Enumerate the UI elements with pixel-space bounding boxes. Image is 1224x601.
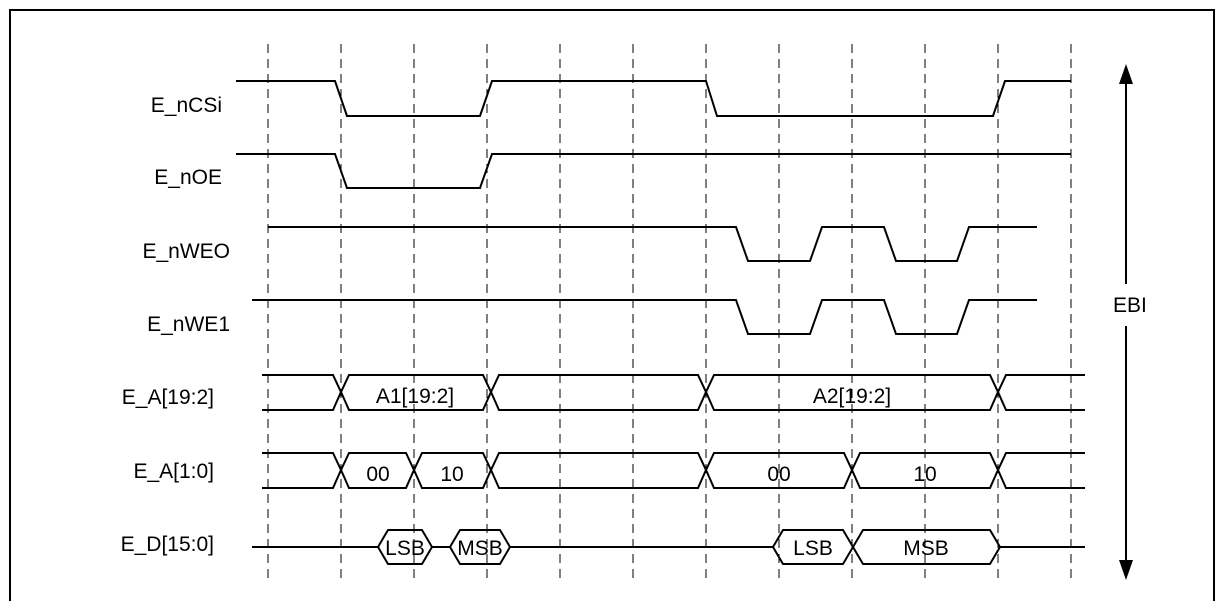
- signal-label-a-low: E_A[1:0]: [133, 460, 214, 483]
- bus-a-low-top: [262, 452, 1085, 473]
- bus-a-low-bottom: [262, 467, 1085, 489]
- signal-label-a-high: E_A[19:2]: [122, 386, 214, 409]
- bus-data: LSB MSB LSB MSB: [252, 529, 1085, 565]
- signal-labels: E_nCSi E_nOE E_nWEO E_nWE1 E_A[19:2] E_A…: [121, 94, 230, 556]
- signal-label-noe: E_nOE: [154, 166, 222, 189]
- waveform-nwe0: [268, 226, 1037, 262]
- signal-label-nwe0: E_nWEO: [142, 240, 230, 263]
- bus-a-high: A1[19:2] A2[19:2]: [262, 374, 1085, 411]
- bus-a-high-top: [262, 374, 1085, 395]
- ebi-label: EBI: [1113, 294, 1147, 317]
- bus-value-data: MSB: [903, 537, 949, 560]
- waveform-ncsi: [236, 80, 1071, 117]
- bus-value-addr-low: 10: [913, 463, 936, 486]
- bus-value-addr-low: 10: [440, 463, 463, 486]
- bus-a-low: 00 10 00 10: [262, 452, 1085, 489]
- waveform-noe: [236, 153, 1071, 189]
- bus-value-a1: A1[19:2]: [376, 385, 454, 408]
- ebi-span-arrow: EBI: [1113, 64, 1147, 580]
- bus-value-data: LSB: [793, 537, 833, 560]
- waveform-nwe1: [252, 299, 1037, 335]
- timing-gridlines: [267, 44, 1072, 580]
- bus-value-data: LSB: [385, 537, 425, 560]
- bus-value-addr-low: 00: [366, 463, 389, 486]
- arrow-down-icon: [1119, 560, 1133, 580]
- bus-value-a2: A2[19:2]: [813, 385, 891, 408]
- bus-value-data: MSB: [457, 537, 503, 560]
- bus-value-addr-low: 00: [767, 463, 790, 486]
- signal-label-data: E_D[15:0]: [121, 533, 214, 556]
- diagram-frame: [9, 9, 1215, 601]
- signal-label-ncsi: E_nCSi: [151, 94, 222, 117]
- bus-a-high-bottom: [262, 389, 1085, 411]
- arrow-up-icon: [1119, 64, 1133, 84]
- signal-label-nwe1: E_nWE1: [147, 313, 230, 336]
